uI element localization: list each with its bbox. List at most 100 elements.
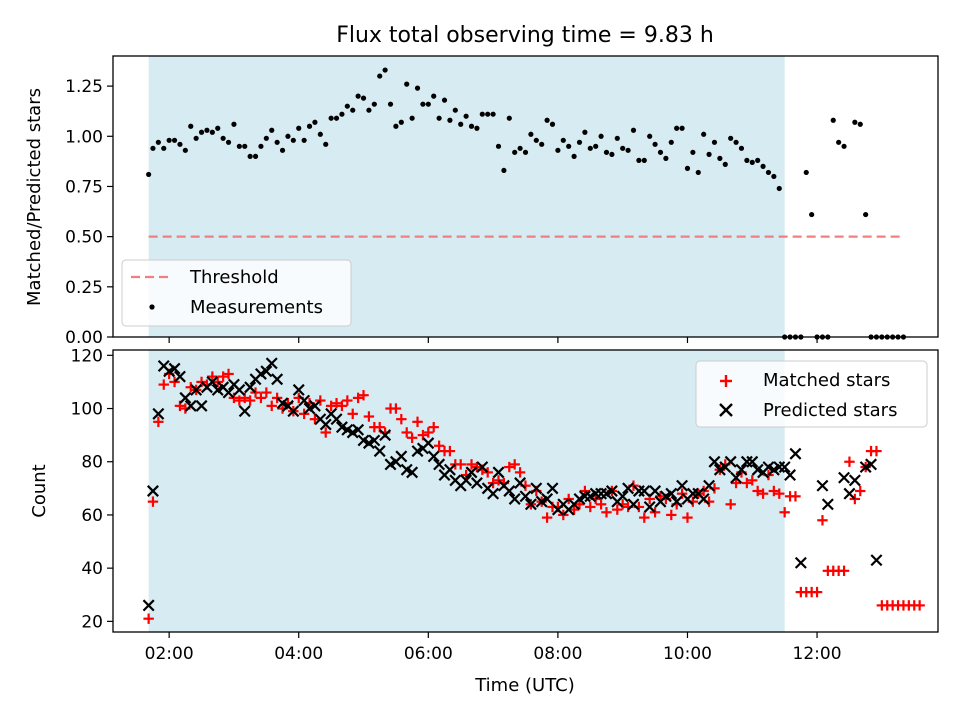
matched-star-point — [147, 496, 159, 507]
predicted-star-point — [649, 485, 662, 497]
matched-star-point — [741, 477, 753, 489]
measurement-point — [593, 143, 599, 149]
predicted-star-point — [784, 469, 797, 482]
matched-star-point — [358, 390, 369, 401]
predicted-star-point — [465, 466, 478, 479]
bottom-y-tick-label: 80 — [81, 453, 103, 473]
matched-star-point — [612, 504, 623, 515]
matched-star-point — [207, 371, 218, 382]
predicted-star-point — [395, 450, 408, 463]
predicted-star-point — [816, 479, 829, 492]
predicted-star-point — [508, 493, 521, 505]
x-tick-label: 02:00 — [145, 644, 194, 664]
measurement-point — [198, 129, 205, 135]
measurement-point — [863, 211, 869, 218]
measurement-point — [204, 127, 210, 133]
predicted-star-point — [427, 450, 440, 463]
x-tick-label: 04:00 — [274, 644, 323, 664]
predicted-legend-swatch — [719, 403, 733, 417]
matched-star-point — [752, 485, 763, 497]
matched-star-point — [428, 421, 439, 433]
measurement-point — [776, 185, 782, 192]
predicted-star-point — [373, 445, 386, 458]
matched-star-point — [363, 411, 375, 422]
measurement-point — [360, 95, 367, 101]
matched-star-point — [682, 512, 693, 523]
matched-star-point — [412, 416, 423, 428]
matched-star-point — [914, 600, 925, 611]
measurement-point — [636, 157, 642, 163]
measurement-point — [301, 137, 307, 143]
matched-star-point — [768, 485, 780, 497]
count-points — [142, 357, 925, 624]
measurement-point — [323, 141, 329, 147]
matched-star-point — [844, 456, 855, 467]
measurement-point — [803, 169, 809, 176]
predicted-star-point — [492, 466, 505, 479]
predicted-star-point — [271, 373, 284, 386]
measurement-point — [701, 131, 707, 137]
threshold-legend-label: Threshold — [189, 267, 279, 288]
measurement-point — [517, 145, 523, 151]
measurement-point — [247, 153, 253, 159]
matched-star-point — [347, 408, 358, 420]
matched-star-point — [423, 427, 434, 438]
measurement-point — [252, 153, 259, 159]
matched-star-point — [790, 491, 801, 502]
measurement-point — [501, 167, 507, 174]
matched-star-point — [158, 379, 169, 390]
matched-star-point — [730, 477, 742, 489]
measurement-point — [506, 115, 512, 121]
bottom-y-axis-label: Count — [29, 464, 50, 517]
measurement-point — [236, 143, 242, 149]
measurement-point — [760, 163, 766, 169]
measurement-point — [771, 173, 777, 180]
measurement-point — [744, 157, 750, 163]
measurement-point — [431, 93, 437, 99]
measurement-point — [350, 107, 356, 113]
measurement-point — [485, 111, 491, 117]
predicted-star-point — [616, 490, 629, 503]
matched-star-point — [811, 586, 823, 598]
predicted-star-point — [670, 495, 683, 508]
matched-star-point — [541, 512, 553, 523]
measurement-point — [528, 131, 534, 137]
measurement-point — [150, 145, 156, 151]
measurement-point — [225, 139, 232, 145]
measurement-point — [355, 93, 361, 99]
measurement-point — [533, 137, 539, 143]
bottom-x-ticks: 02:00 04:00 06:00 08:00 10:00 12:00 — [145, 632, 842, 664]
matched-star-point — [455, 459, 466, 470]
matched-star-point — [774, 488, 785, 499]
measurement-point — [609, 151, 615, 157]
measurement-point — [738, 145, 745, 151]
measurement-point — [398, 119, 404, 125]
top-panel: 0.00 0.25 0.50 0.75 1.00 1.25 Matched/Predict… — [24, 55, 939, 348]
measurement-point — [830, 117, 836, 123]
predicted-star-point — [524, 498, 537, 511]
predicted-star-point — [222, 386, 235, 399]
matched-star-point — [568, 504, 580, 515]
predicted-star-point — [298, 394, 311, 407]
measurement-point — [765, 169, 772, 176]
bottom-panel: 20 40 60 80 100 120 02:00 04:00 06:00 08:00 10:00… — [29, 346, 939, 696]
measurement-point — [317, 131, 323, 137]
measurements-legend-label: Measurements — [190, 297, 323, 318]
measurement-point — [215, 125, 221, 131]
matched-star-point — [406, 432, 418, 443]
predicted-star-point — [794, 556, 807, 569]
matched-star-point — [493, 475, 504, 486]
matched-star-point — [725, 499, 736, 510]
measurement-point — [274, 139, 280, 145]
measurement-point — [566, 143, 572, 149]
matched-star-point — [336, 400, 348, 412]
measurement-point — [166, 137, 172, 143]
predicted-star-point — [443, 463, 456, 476]
measurement-point — [290, 137, 296, 143]
matched-star-point — [320, 427, 331, 438]
matched-star-point — [342, 395, 353, 406]
predicted-star-point — [142, 599, 155, 612]
matched-star-point — [482, 467, 493, 478]
matched-star-point — [298, 408, 310, 420]
measurement-point — [587, 145, 593, 151]
